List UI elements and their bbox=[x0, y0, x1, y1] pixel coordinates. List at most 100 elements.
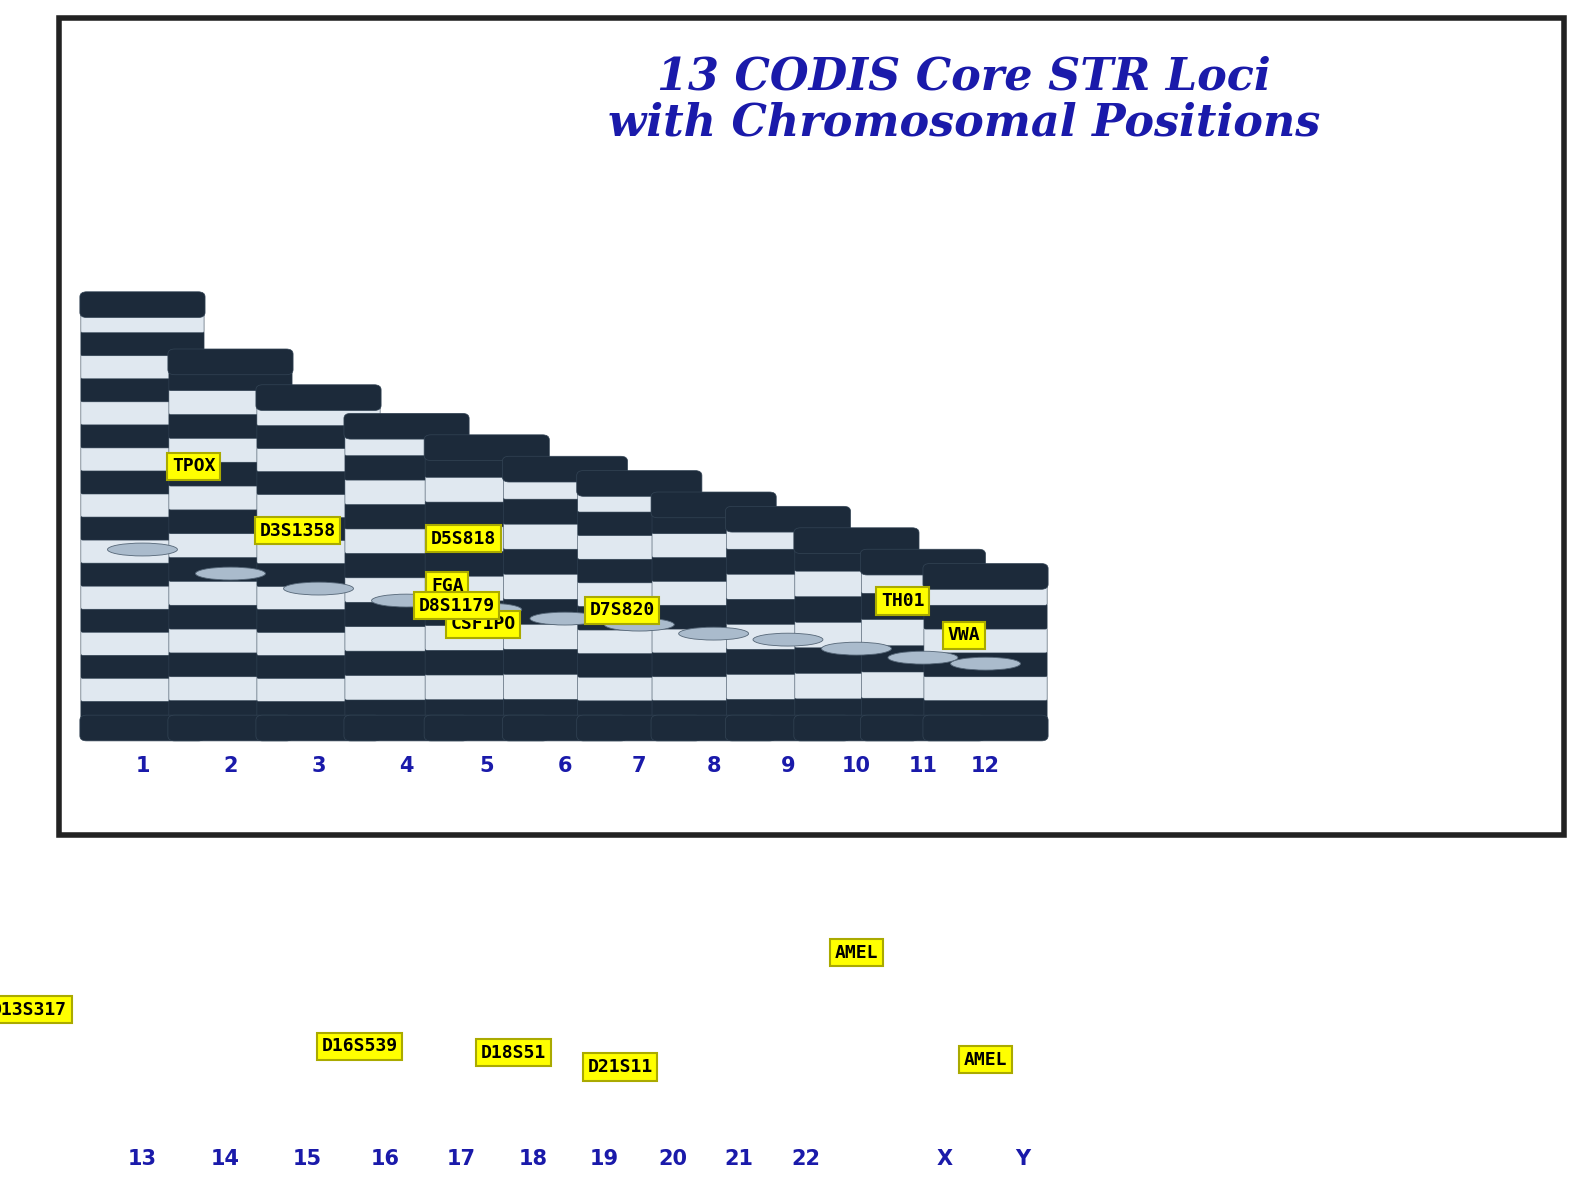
FancyBboxPatch shape bbox=[345, 552, 468, 578]
FancyBboxPatch shape bbox=[861, 671, 985, 699]
FancyBboxPatch shape bbox=[610, 993, 735, 1018]
Text: TPOX: TPOX bbox=[172, 458, 216, 476]
Text: D3S1358: D3S1358 bbox=[260, 522, 337, 540]
Ellipse shape bbox=[372, 594, 441, 607]
Ellipse shape bbox=[349, 1044, 419, 1057]
Ellipse shape bbox=[703, 1068, 773, 1081]
FancyBboxPatch shape bbox=[81, 378, 205, 402]
FancyBboxPatch shape bbox=[257, 677, 380, 701]
FancyBboxPatch shape bbox=[653, 700, 775, 725]
Text: with Chromosomal Positions: with Chromosomal Positions bbox=[608, 101, 1320, 144]
FancyBboxPatch shape bbox=[883, 992, 1007, 1018]
FancyBboxPatch shape bbox=[961, 986, 1085, 1011]
FancyBboxPatch shape bbox=[503, 623, 627, 650]
FancyBboxPatch shape bbox=[426, 526, 548, 552]
FancyBboxPatch shape bbox=[503, 648, 627, 675]
Text: D13S317: D13S317 bbox=[0, 1001, 67, 1019]
Ellipse shape bbox=[451, 603, 522, 616]
FancyBboxPatch shape bbox=[257, 654, 380, 678]
Text: AMEL: AMEL bbox=[964, 1051, 1007, 1069]
FancyBboxPatch shape bbox=[164, 954, 287, 979]
FancyBboxPatch shape bbox=[345, 577, 468, 602]
FancyBboxPatch shape bbox=[678, 1084, 800, 1101]
Text: D8S1179: D8S1179 bbox=[418, 597, 494, 615]
FancyBboxPatch shape bbox=[472, 1109, 596, 1135]
FancyBboxPatch shape bbox=[245, 1092, 368, 1118]
FancyBboxPatch shape bbox=[923, 715, 1048, 741]
Ellipse shape bbox=[569, 1056, 638, 1069]
FancyBboxPatch shape bbox=[726, 623, 850, 650]
FancyBboxPatch shape bbox=[245, 994, 368, 1019]
Text: 4: 4 bbox=[399, 756, 414, 776]
Text: 20: 20 bbox=[657, 1149, 688, 1169]
FancyBboxPatch shape bbox=[676, 1000, 802, 1025]
FancyBboxPatch shape bbox=[542, 1109, 667, 1135]
Text: D7S820: D7S820 bbox=[589, 602, 654, 620]
FancyBboxPatch shape bbox=[168, 604, 292, 629]
FancyBboxPatch shape bbox=[345, 675, 468, 700]
FancyBboxPatch shape bbox=[168, 485, 292, 510]
FancyBboxPatch shape bbox=[883, 1042, 1007, 1068]
FancyBboxPatch shape bbox=[245, 1109, 370, 1135]
FancyBboxPatch shape bbox=[168, 676, 292, 701]
Text: 16: 16 bbox=[370, 1149, 400, 1169]
FancyBboxPatch shape bbox=[743, 1014, 869, 1039]
FancyBboxPatch shape bbox=[503, 498, 627, 524]
Text: X: X bbox=[937, 1149, 953, 1169]
FancyBboxPatch shape bbox=[79, 715, 205, 741]
FancyBboxPatch shape bbox=[472, 1022, 596, 1047]
FancyBboxPatch shape bbox=[923, 564, 1048, 589]
Ellipse shape bbox=[910, 1026, 980, 1039]
FancyBboxPatch shape bbox=[168, 414, 292, 439]
FancyBboxPatch shape bbox=[245, 1018, 368, 1044]
FancyBboxPatch shape bbox=[81, 998, 205, 1023]
Text: Y: Y bbox=[1015, 1149, 1031, 1169]
Ellipse shape bbox=[284, 582, 354, 595]
FancyBboxPatch shape bbox=[81, 677, 205, 701]
FancyBboxPatch shape bbox=[796, 646, 918, 673]
FancyBboxPatch shape bbox=[426, 648, 548, 675]
FancyBboxPatch shape bbox=[883, 1017, 1007, 1043]
FancyBboxPatch shape bbox=[743, 1103, 867, 1118]
Ellipse shape bbox=[753, 633, 823, 646]
Text: 5: 5 bbox=[480, 756, 494, 776]
FancyBboxPatch shape bbox=[257, 516, 380, 540]
FancyBboxPatch shape bbox=[168, 390, 292, 415]
Text: CSF1PO: CSF1PO bbox=[451, 615, 516, 633]
FancyBboxPatch shape bbox=[245, 929, 370, 954]
FancyBboxPatch shape bbox=[611, 1010, 734, 1029]
FancyBboxPatch shape bbox=[81, 1045, 205, 1070]
FancyBboxPatch shape bbox=[81, 950, 205, 975]
Text: 18: 18 bbox=[519, 1149, 548, 1169]
FancyBboxPatch shape bbox=[924, 652, 1046, 677]
FancyBboxPatch shape bbox=[79, 886, 205, 911]
Text: 15: 15 bbox=[292, 1149, 321, 1169]
Ellipse shape bbox=[678, 627, 748, 640]
FancyBboxPatch shape bbox=[578, 628, 700, 653]
FancyBboxPatch shape bbox=[426, 550, 548, 576]
FancyBboxPatch shape bbox=[245, 969, 368, 995]
FancyBboxPatch shape bbox=[245, 1067, 368, 1093]
FancyBboxPatch shape bbox=[961, 1109, 1085, 1135]
FancyBboxPatch shape bbox=[345, 650, 468, 676]
Text: TH01: TH01 bbox=[881, 592, 924, 610]
FancyBboxPatch shape bbox=[324, 1012, 446, 1039]
FancyBboxPatch shape bbox=[81, 1022, 205, 1047]
FancyBboxPatch shape bbox=[256, 715, 381, 741]
FancyBboxPatch shape bbox=[426, 699, 548, 725]
FancyBboxPatch shape bbox=[883, 1092, 1007, 1118]
FancyBboxPatch shape bbox=[81, 309, 205, 333]
FancyBboxPatch shape bbox=[881, 900, 1007, 925]
Text: 8: 8 bbox=[707, 756, 721, 776]
FancyBboxPatch shape bbox=[796, 570, 918, 597]
FancyBboxPatch shape bbox=[164, 1109, 287, 1135]
FancyBboxPatch shape bbox=[424, 435, 549, 460]
FancyBboxPatch shape bbox=[578, 700, 700, 725]
Text: 9: 9 bbox=[781, 756, 796, 776]
FancyBboxPatch shape bbox=[426, 600, 548, 626]
Text: D16S539: D16S539 bbox=[321, 1037, 397, 1055]
FancyBboxPatch shape bbox=[961, 1002, 1085, 1023]
FancyBboxPatch shape bbox=[324, 986, 446, 1013]
FancyBboxPatch shape bbox=[168, 652, 292, 677]
FancyBboxPatch shape bbox=[861, 715, 986, 741]
